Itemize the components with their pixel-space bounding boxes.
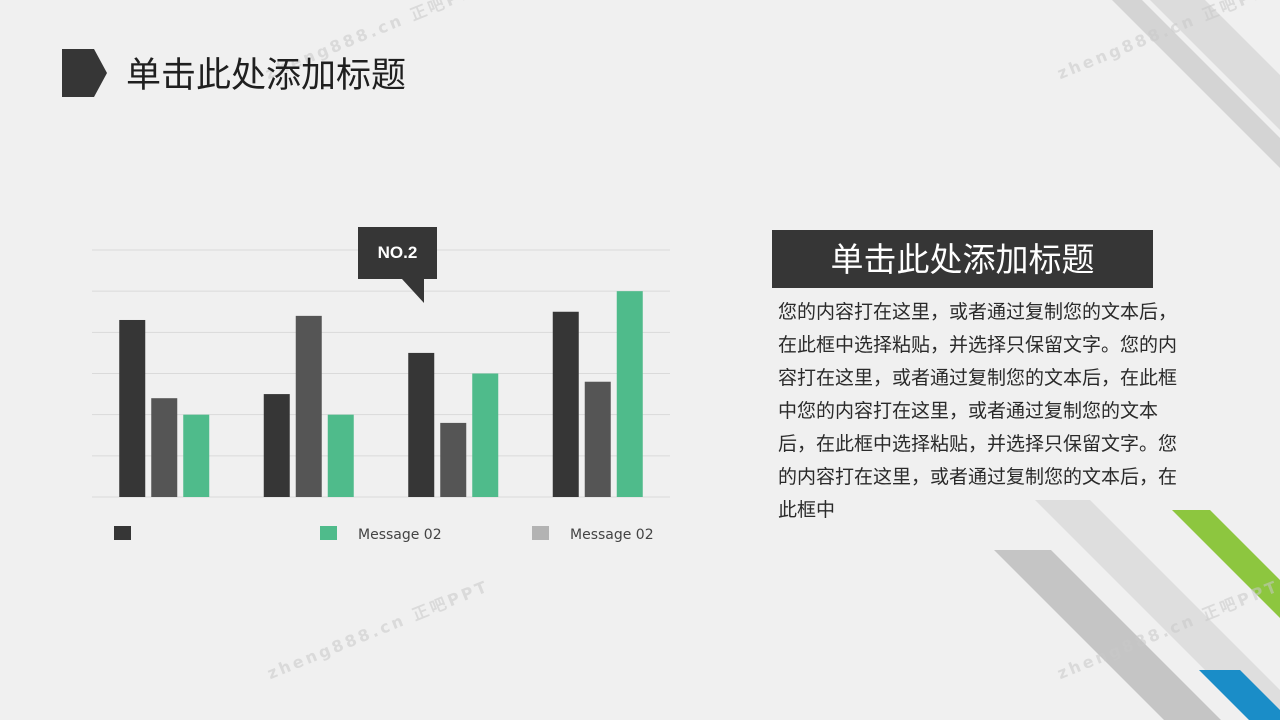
bar-series2-cat4 <box>584 381 611 497</box>
bar-series2-cat2 <box>295 315 322 497</box>
bar-series1-cat4 <box>552 311 579 497</box>
stripe-gray-right <box>1150 0 1280 130</box>
bar-series1-cat2 <box>263 394 290 497</box>
callout-no2: NO.2 <box>358 227 438 303</box>
legend-swatch <box>532 526 549 540</box>
bar-series2-cat3 <box>440 422 467 497</box>
side-heading: 单击此处添加标题 <box>772 230 1153 288</box>
body-text: 您的内容打在这里，或者通过复制您的文本后，在此框中选择粘贴，并选择只保留文字。您… <box>778 301 1178 521</box>
legend-swatch <box>320 526 337 540</box>
bar-series3-cat1 <box>183 414 210 497</box>
bar-series3-cat2 <box>327 414 354 497</box>
slide-title: 单击此处添加标题 <box>126 56 407 96</box>
title-arrow-icon <box>62 49 107 97</box>
stripe-gray-bottom-wide <box>994 550 1221 720</box>
bar-series3-cat4 <box>616 291 643 497</box>
bar-series1-cat3 <box>408 352 435 497</box>
bar-series3-cat3 <box>472 373 499 497</box>
legend-swatch <box>114 526 131 540</box>
bar-series2-cat1 <box>151 398 178 497</box>
stripe-blue <box>1199 670 1280 720</box>
legend-label: Message 02 <box>358 527 442 543</box>
stripe-gray-top <box>1112 0 1280 168</box>
bar-series1-cat1 <box>119 319 146 497</box>
stripe-green <box>1172 510 1280 618</box>
callout-label: NO.2 <box>377 243 418 262</box>
legend-label: Message 02 <box>570 527 654 543</box>
stripe-gray-bottom-light <box>1035 500 1280 720</box>
